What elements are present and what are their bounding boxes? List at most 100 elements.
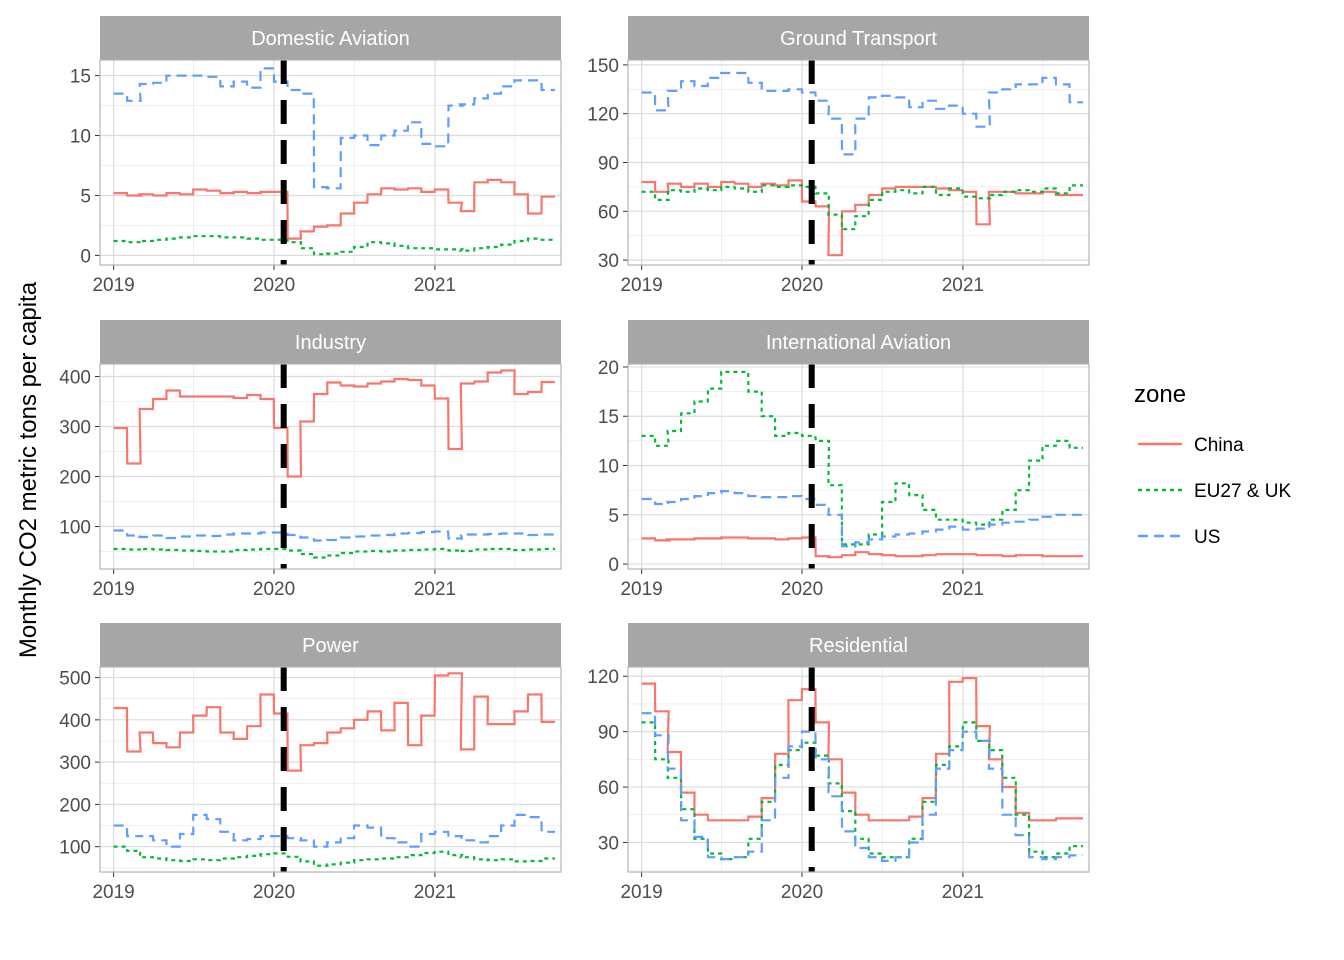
x-tick-label: 2019: [92, 579, 134, 600]
x-tick-label: 2021: [414, 275, 456, 296]
panel-ground-transport: Ground Transport 30 60 90 120 150 2019 2020 2021: [587, 16, 1090, 296]
series-line-china: [113, 369, 555, 478]
y-tick-label: 15: [70, 67, 91, 88]
series-line-eu27-and-uk: [641, 721, 1083, 861]
series-group: [113, 67, 555, 256]
y-tick-label: 90: [598, 723, 619, 744]
x-tick-label: 2020: [781, 579, 823, 600]
x-tick-label: 2019: [620, 275, 662, 296]
y-tick-label: 120: [587, 667, 619, 688]
series-line-china: [641, 677, 1083, 822]
y-tick-label: 5: [608, 506, 619, 527]
y-axis-label: Monthly CO2 metric tons per capita: [15, 281, 42, 658]
series-group: [641, 71, 1083, 257]
series-line-us: [641, 71, 1083, 156]
panel-power: Power 100 200 300 400 500 2019 2020 2021: [59, 623, 562, 903]
y-tick-label: 20: [598, 358, 619, 379]
series-line-eu27-and-uk: [641, 370, 1083, 546]
series-line-us: [641, 490, 1083, 548]
legend: zone China EU27 & UK US: [1134, 381, 1291, 548]
y-tick-label: 150: [587, 56, 619, 77]
series-line-us: [641, 712, 1083, 862]
series-line-china: [113, 178, 555, 240]
y-tick-label: 10: [70, 127, 91, 148]
x-tick-label: 2021: [942, 579, 984, 600]
panel-background: [100, 667, 561, 872]
y-tick-label: 100: [59, 518, 91, 539]
facet-strip: [628, 320, 1089, 364]
facet-strip-label: Residential: [809, 635, 908, 657]
y-tick-label: 10: [598, 457, 619, 478]
panel-border: [627, 363, 1090, 570]
y-tick-label: 200: [59, 795, 91, 816]
facet-strip: [100, 16, 561, 60]
series-group: [113, 672, 555, 867]
x-tick-label: 2020: [253, 579, 295, 600]
panel-background: [100, 60, 561, 265]
x-tick-label: 2021: [414, 579, 456, 600]
facet-strip-label: Ground Transport: [780, 28, 937, 50]
x-tick-label: 2021: [942, 275, 984, 296]
x-tick-label: 2020: [253, 275, 295, 296]
facet-strip-label: Industry: [295, 332, 366, 354]
legend-title: zone: [1134, 381, 1186, 408]
facet-strip: [628, 16, 1089, 60]
series-line-eu27-and-uk: [113, 845, 555, 867]
x-tick-label: 2020: [253, 882, 295, 903]
series-line-us: [113, 813, 555, 848]
legend-label-eu27-and-uk: EU27 & UK: [1194, 481, 1291, 502]
panel-international-aviation: International Aviation 0 5 10 15 20 2019 2020 20…: [598, 320, 1090, 600]
x-tick-label: 2019: [620, 882, 662, 903]
panel-background: [628, 364, 1089, 569]
y-tick-label: 60: [598, 202, 619, 223]
facet-strip-label: Domestic Aviation: [251, 28, 410, 50]
panel-domestic-aviation: Domestic Aviation 0 5 10 15 2019 2020 2021: [70, 16, 562, 296]
panel-border: [99, 363, 562, 570]
x-tick-label: 2019: [620, 579, 662, 600]
series-line-eu27-and-uk: [641, 184, 1083, 231]
panel-residential: Residential 30 60 90 120 2019 2020 2021: [587, 623, 1090, 903]
y-tick-label: 400: [59, 368, 91, 389]
y-tick-label: 100: [59, 838, 91, 859]
legend-label-china: China: [1194, 435, 1244, 456]
facet-strip: [628, 623, 1089, 667]
y-tick-label: 300: [59, 418, 91, 439]
facet-strip-label: Power: [302, 635, 359, 657]
x-tick-label: 2019: [92, 275, 134, 296]
series-line-china: [113, 672, 555, 772]
y-tick-label: 120: [587, 105, 619, 126]
legend-item-us: US: [1138, 527, 1220, 548]
facet-strip: [100, 320, 561, 364]
panel-background: [628, 667, 1089, 872]
legend-item-china: China: [1138, 435, 1244, 456]
x-tick-label: 2021: [414, 882, 456, 903]
y-tick-label: 5: [80, 186, 91, 207]
panel-border: [99, 59, 562, 266]
series-line-china: [641, 536, 1083, 559]
series-group: [113, 369, 555, 559]
legend-label-us: US: [1194, 527, 1220, 548]
series-group: [641, 370, 1083, 559]
y-tick-label: 15: [598, 407, 619, 428]
facet-panels: Domestic Aviation 0 5 10 15 2019 2020 2021 Groun…: [59, 16, 1090, 903]
y-tick-label: 90: [598, 154, 619, 175]
y-tick-label: 400: [59, 711, 91, 732]
y-tick-label: 0: [80, 246, 91, 267]
panel-border: [627, 666, 1090, 873]
y-tick-label: 200: [59, 468, 91, 489]
y-tick-label: 30: [598, 251, 619, 272]
x-tick-label: 2020: [781, 882, 823, 903]
x-tick-label: 2019: [92, 882, 134, 903]
panel-border: [627, 59, 1090, 266]
y-tick-label: 300: [59, 753, 91, 774]
x-tick-label: 2021: [942, 882, 984, 903]
series-group: [641, 677, 1083, 862]
facet-strip-label: International Aviation: [766, 332, 951, 354]
y-tick-label: 0: [608, 555, 619, 576]
y-tick-label: 60: [598, 778, 619, 799]
facet-strip: [100, 623, 561, 667]
series-line-us: [113, 529, 555, 542]
series-line-eu27-and-uk: [113, 547, 555, 559]
panel-industry: Industry 100 200 300 400 2019 2020 2021: [59, 320, 562, 600]
